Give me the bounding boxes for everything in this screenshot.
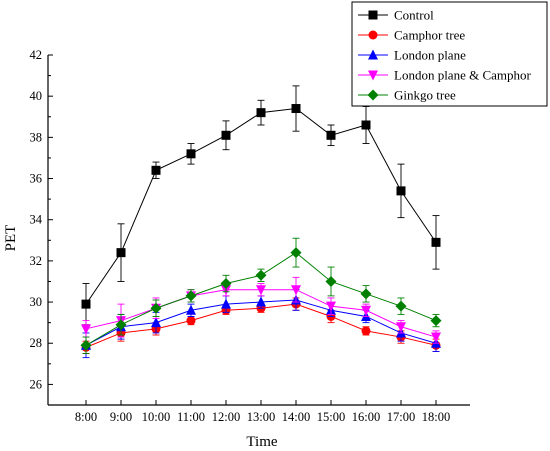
legend-label: London plane & Camphor (394, 68, 532, 83)
x-axis-title: Time (246, 434, 277, 450)
data-point (81, 324, 91, 335)
data-point (431, 237, 441, 247)
legend-item: London plane & Camphor (358, 68, 532, 83)
x-tick-label: 11:00 (177, 410, 205, 424)
data-point (81, 299, 91, 309)
legend-item: Control (358, 8, 434, 23)
data-point (361, 326, 371, 336)
data-point (115, 319, 127, 331)
series-group (80, 85, 442, 359)
x-tick-label: 14:00 (282, 410, 310, 424)
data-point (186, 316, 196, 326)
legend: Control Camphor tree London plane London pl… (351, 1, 548, 107)
y-tick-label: 36 (30, 172, 43, 186)
data-point (326, 301, 336, 312)
data-point (430, 315, 442, 327)
legend-item: Ginkgo tree (358, 88, 456, 103)
y-tick-label: 42 (30, 48, 43, 62)
series-control (81, 85, 441, 326)
series-london-plane-camphor (81, 276, 441, 344)
data-point (221, 298, 231, 309)
legend-marker (368, 30, 378, 40)
legend-item: London plane (358, 48, 466, 63)
y-tick-label: 30 (30, 295, 43, 309)
data-point (395, 300, 407, 312)
data-point (220, 278, 232, 290)
data-point (291, 104, 301, 114)
data-point (361, 120, 371, 130)
x-tick-label: 16:00 (352, 410, 380, 424)
axes (47, 54, 470, 406)
tick-labels: 26 28 30 32 34 36 38 40 42 8:00 9:00 10:00 11:00 12:0… (30, 48, 451, 424)
legend-label: Control (394, 8, 434, 23)
data-point (290, 247, 302, 259)
series-ginkgo-tree (80, 237, 442, 354)
data-point (255, 269, 267, 281)
data-point (361, 305, 371, 316)
legend-marker (368, 49, 378, 60)
x-tick-label: 17:00 (387, 410, 415, 424)
legend-item: Camphor tree (358, 28, 465, 43)
data-point (396, 322, 406, 333)
x-tick-label: 15:00 (317, 410, 345, 424)
data-point (151, 317, 161, 328)
legend-box (351, 1, 548, 107)
data-point (256, 285, 266, 296)
legend-marker (367, 89, 379, 101)
data-point (150, 302, 162, 314)
data-point (186, 304, 196, 315)
data-point (325, 275, 337, 287)
y-tick-label: 26 (30, 377, 43, 391)
data-point (80, 339, 92, 351)
data-point (221, 130, 231, 140)
series-london-plane (81, 289, 441, 359)
data-point (256, 108, 266, 118)
data-point (431, 332, 441, 343)
data-point (151, 165, 161, 175)
legend-label: Camphor tree (394, 28, 465, 43)
data-point (326, 130, 336, 140)
x-tick-label: 13:00 (247, 410, 275, 424)
data-point (396, 186, 406, 196)
y-tick-label: 40 (30, 89, 43, 103)
x-tick-label: 8:00 (75, 410, 97, 424)
x-tick-label: 10:00 (142, 410, 170, 424)
data-point (116, 248, 126, 258)
legend-label: London plane (394, 48, 466, 63)
x-tick-label: 12:00 (212, 410, 240, 424)
y-tick-label: 38 (30, 130, 43, 144)
x-tick-label: 18:00 (422, 410, 450, 424)
y-tick-label: 34 (30, 213, 43, 227)
y-axis-title: PET (3, 225, 19, 252)
data-point (185, 290, 197, 302)
x-tick-label: 9:00 (110, 410, 132, 424)
data-point (291, 285, 301, 296)
legend-marker (368, 10, 378, 20)
y-tick-label: 32 (30, 254, 43, 268)
data-point (186, 149, 196, 159)
data-point (360, 288, 372, 300)
legend-label: Ginkgo tree (394, 88, 456, 103)
data-point (256, 296, 266, 307)
y-tick-label: 28 (30, 336, 43, 350)
legend-marker (368, 70, 378, 81)
